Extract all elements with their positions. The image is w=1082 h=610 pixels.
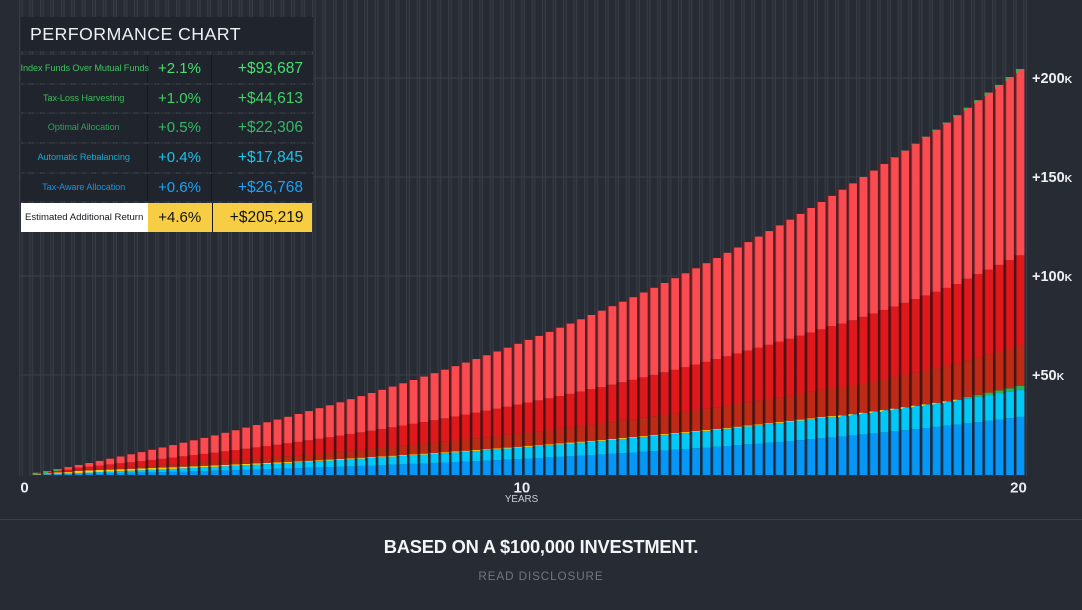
svg-text:10: 10	[514, 480, 531, 497]
svg-text:+100K: +100K	[1032, 269, 1073, 285]
svg-text:+150K: +150K	[1032, 170, 1073, 186]
svg-text:0: 0	[20, 480, 28, 497]
svg-text:+50K: +50K	[1032, 368, 1065, 384]
svg-text:YEARS: YEARS	[505, 494, 539, 505]
svg-text:20: 20	[1010, 480, 1027, 497]
svg-text:+200K: +200K	[1032, 71, 1073, 87]
